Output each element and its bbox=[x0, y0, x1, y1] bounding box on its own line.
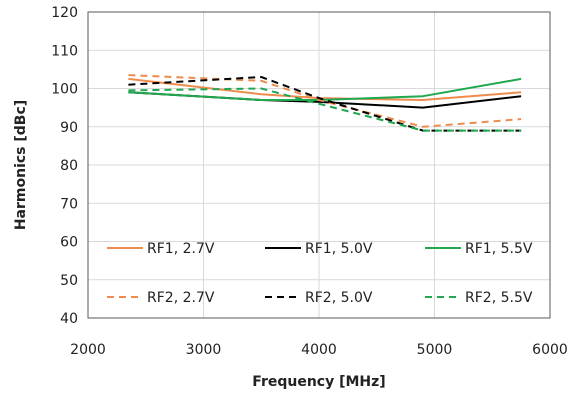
legend-label: RF2, 5.5V bbox=[465, 290, 533, 306]
x-axis-title: Frequency [MHz] bbox=[252, 374, 385, 390]
legend-label: RF1, 5.5V bbox=[465, 241, 533, 257]
x-tick-labels: 2000 3000 4000 5000 6000 bbox=[70, 342, 568, 358]
x-tick-label: 3000 bbox=[186, 342, 222, 358]
legend-entry: RF2, 5.5V bbox=[425, 290, 533, 306]
y-tick-label: 60 bbox=[60, 235, 78, 251]
legend-label: RF1, 5.0V bbox=[305, 241, 373, 257]
y-tick-label: 80 bbox=[60, 158, 78, 174]
legend-entry: RF2, 5.0V bbox=[265, 290, 373, 306]
y-tick-label: 50 bbox=[60, 273, 78, 289]
x-tick-label: 5000 bbox=[417, 342, 453, 358]
y-tick-label: 70 bbox=[60, 196, 78, 212]
y-tick-label: 120 bbox=[51, 5, 78, 21]
legend-label: RF2, 5.0V bbox=[305, 290, 373, 306]
x-tick-label: 2000 bbox=[70, 342, 106, 358]
legend-entry: RF2, 2.7V bbox=[107, 290, 215, 306]
legend: RF1, 2.7V RF1, 5.0V RF1, 5.5V RF2, 2.7V RF2,… bbox=[107, 241, 533, 306]
legend-label: RF1, 2.7V bbox=[147, 241, 215, 257]
legend-label: RF2, 2.7V bbox=[147, 290, 215, 306]
series-layer bbox=[128, 74, 522, 132]
y-tick-label: 40 bbox=[60, 311, 78, 327]
y-tick-labels: 40 50 60 70 80 90 100 110 120 bbox=[51, 5, 78, 327]
legend-entry: RF1, 5.5V bbox=[425, 241, 533, 257]
y-tick-label: 100 bbox=[51, 82, 78, 98]
y-axis-title: Harmonics [dBc] bbox=[13, 100, 29, 230]
series-line-5 bbox=[128, 76, 522, 132]
y-tick-label: 110 bbox=[51, 43, 78, 59]
legend-entry: RF1, 2.7V bbox=[107, 241, 215, 257]
y-tick-label: 90 bbox=[60, 120, 78, 136]
legend-entry: RF1, 5.0V bbox=[265, 241, 373, 257]
series-line-6 bbox=[128, 87, 522, 132]
plot-frame bbox=[87, 11, 551, 319]
x-tick-label: 4000 bbox=[301, 342, 337, 358]
x-tick-label: 6000 bbox=[532, 342, 568, 358]
grid-layer bbox=[88, 12, 550, 318]
